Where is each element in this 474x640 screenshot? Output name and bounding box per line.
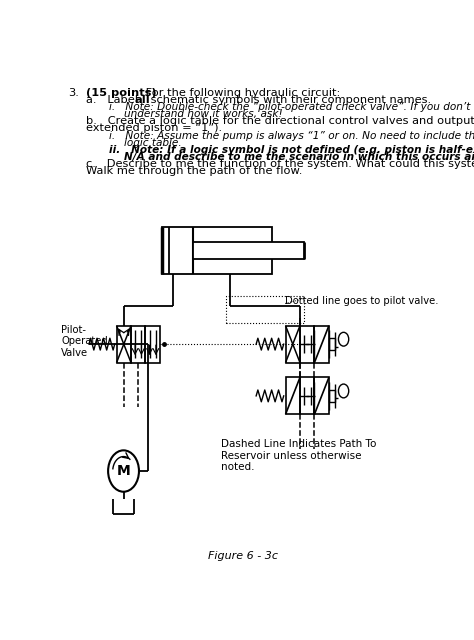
Bar [146, 326, 160, 363]
Bar [300, 326, 314, 363]
Text: a.   Label: a. Label [86, 95, 141, 105]
Text: Dotted line goes to pilot valve.: Dotted line goes to pilot valve. [285, 296, 438, 306]
Text: i.   Note: Assume the pump is always “1” or on. No need to include this in your: i. Note: Assume the pump is always “1” o… [109, 131, 474, 141]
Bar [300, 378, 314, 414]
Text: For the following hydraulic circuit:: For the following hydraulic circuit: [142, 88, 340, 98]
Bar [117, 326, 131, 363]
Text: Dashed Line Indicates Path To
Reservoir unless otherwise
noted.: Dashed Line Indicates Path To Reservoir … [221, 439, 376, 472]
Text: i.   Note: Double-check the “pilot-operated check valve”. If you don’t: i. Note: Double-check the “pilot-operate… [109, 102, 470, 112]
Text: M: M [117, 464, 130, 478]
Bar [131, 326, 146, 363]
Text: logic table.: logic table. [124, 138, 181, 148]
Text: schematic symbols with their component names.: schematic symbols with their component n… [147, 95, 431, 105]
Text: N/A and describe to me the scenario in which this occurs and why!: N/A and describe to me the scenario in w… [124, 152, 474, 162]
Text: c.   Describe to me the function of the system. What could this system be used f: c. Describe to me the function of the sy… [86, 159, 474, 169]
Bar [285, 326, 300, 363]
Bar [314, 326, 329, 363]
Bar [285, 378, 300, 414]
Bar [314, 378, 329, 414]
Text: Walk me through the path of the flow.: Walk me through the path of the flow. [86, 166, 302, 176]
Bar [329, 390, 335, 402]
Text: all: all [135, 95, 150, 105]
Text: b.   Create a logic table for the directional control valves and output (actuate: b. Create a logic table for the directio… [86, 116, 474, 126]
Text: Figure 6 - 3c: Figure 6 - 3c [208, 551, 278, 561]
Text: extended piston = “1”).: extended piston = “1”). [86, 124, 222, 133]
Bar [193, 242, 303, 259]
Bar [329, 338, 335, 350]
Bar [162, 227, 272, 274]
Text: 3.: 3. [68, 88, 79, 98]
Text: ii.   Note: If a logic symbol is not defined (e.g. piston is half-extended), wri: ii. Note: If a logic symbol is not defin… [109, 145, 474, 155]
Text: understand how it works, ask!: understand how it works, ask! [124, 109, 283, 119]
Text: Pilot-
Operated
Valve: Pilot- Operated Valve [61, 325, 108, 358]
Bar [227, 296, 304, 323]
Text: (15 points): (15 points) [86, 88, 156, 98]
